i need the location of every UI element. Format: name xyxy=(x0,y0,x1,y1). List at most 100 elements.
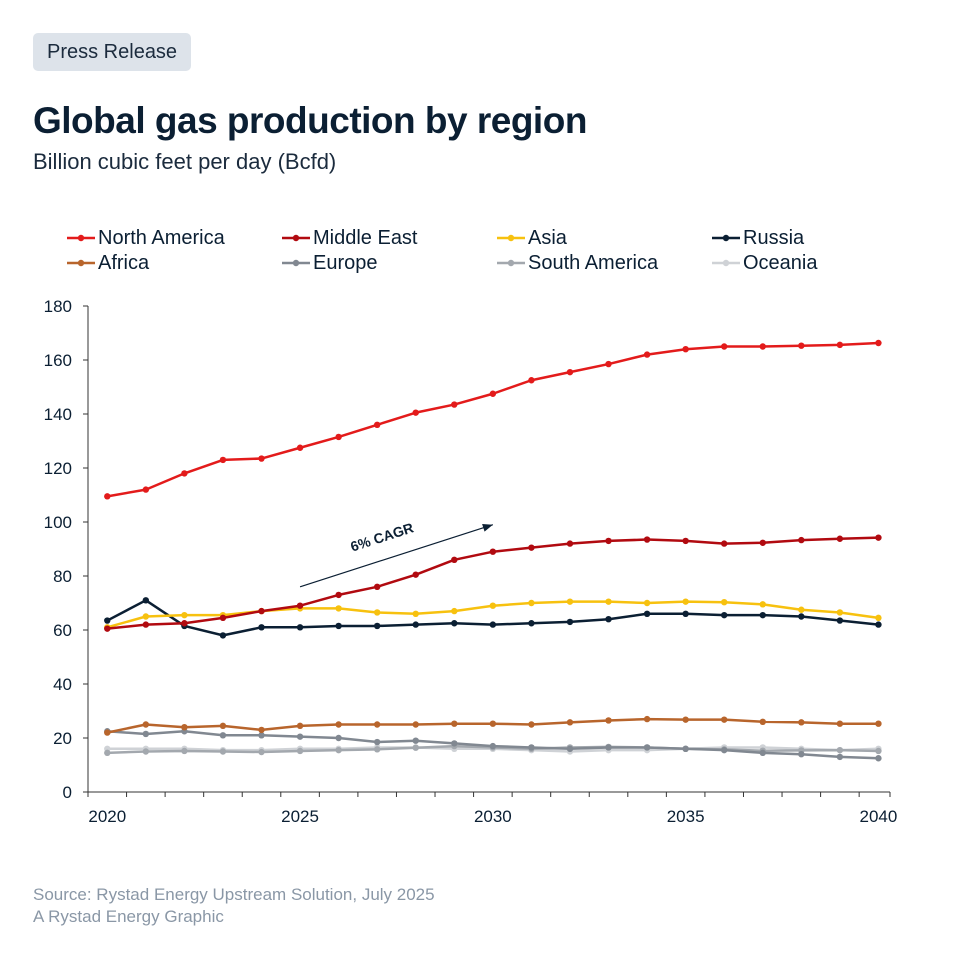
data-point-south-america xyxy=(836,746,844,754)
data-point-asia xyxy=(142,613,150,620)
data-point-north-america xyxy=(875,339,882,347)
data-point-africa xyxy=(643,715,651,723)
data-point-middle-east xyxy=(566,540,574,547)
cagr-arrow-line xyxy=(299,524,494,588)
data-point-asia xyxy=(528,599,535,607)
data-point-africa xyxy=(682,716,689,723)
data-point-europe xyxy=(142,730,150,738)
data-point-europe xyxy=(643,744,651,751)
chart-subtitle: Billion cubic feet per day (Bcfd) xyxy=(33,149,337,174)
legend-item-africa: Africa xyxy=(66,252,281,274)
legend-swatch-africa xyxy=(67,259,95,267)
data-point-europe xyxy=(296,733,304,740)
legend-label: South America xyxy=(528,251,659,274)
cagr-annotation: 6% CAGR xyxy=(348,519,415,554)
data-point-asia xyxy=(759,601,766,608)
y-tick-label: 0 xyxy=(63,783,72,802)
data-point-north-america xyxy=(528,377,535,384)
data-point-middle-east xyxy=(181,620,188,627)
data-point-north-america xyxy=(181,470,188,477)
legend-swatch-middle-east xyxy=(282,234,310,242)
data-point-south-america xyxy=(104,749,111,757)
legend-swatch-north-america xyxy=(67,234,95,242)
data-point-russia xyxy=(836,617,844,624)
data-point-asia xyxy=(682,598,689,605)
data-point-africa xyxy=(605,717,612,724)
data-point-africa xyxy=(566,719,574,726)
data-point-asia xyxy=(489,602,497,609)
data-point-europe xyxy=(682,745,689,752)
y-tick-label: 140 xyxy=(44,405,72,424)
data-point-middle-east xyxy=(104,625,111,632)
data-point-africa xyxy=(412,721,419,728)
data-point-asia xyxy=(836,609,844,616)
legend-label: Asia xyxy=(528,226,567,249)
data-point-russia xyxy=(489,621,497,628)
data-point-europe xyxy=(219,732,227,739)
data-point-south-america xyxy=(373,746,381,753)
data-point-europe xyxy=(875,755,882,762)
data-point-europe xyxy=(373,738,381,746)
data-point-russia xyxy=(605,616,612,623)
data-point-africa xyxy=(451,720,458,727)
data-point-south-america xyxy=(142,748,150,755)
legend-item-oceania: Oceania xyxy=(711,252,926,274)
source-note: Source: Rystad Energy Upstream Solution,… xyxy=(33,884,435,928)
legend-swatch-russia xyxy=(712,234,740,242)
data-point-middle-east xyxy=(142,621,150,628)
data-point-middle-east xyxy=(412,571,419,578)
data-point-russia xyxy=(373,622,381,630)
data-point-asia xyxy=(373,609,381,616)
data-point-russia xyxy=(104,617,111,624)
legend-label: North America xyxy=(98,226,225,249)
data-point-north-america xyxy=(451,401,458,408)
data-point-asia xyxy=(451,607,458,615)
legend-swatch-europe xyxy=(282,259,310,267)
data-point-middle-east xyxy=(836,535,844,542)
data-point-middle-east xyxy=(258,607,265,615)
data-point-africa xyxy=(759,718,766,725)
legend-item-russia: Russia xyxy=(711,227,926,249)
data-point-africa xyxy=(335,721,342,728)
credit-line: A Rystad Energy Graphic xyxy=(33,907,224,926)
x-tick-label: 2040 xyxy=(860,807,898,826)
data-point-middle-east xyxy=(605,537,612,545)
data-point-south-america xyxy=(335,746,342,754)
data-point-africa xyxy=(219,722,227,730)
data-point-russia xyxy=(451,620,458,627)
data-point-asia xyxy=(181,611,188,619)
data-point-north-america xyxy=(798,342,805,349)
data-point-south-america xyxy=(875,747,882,755)
data-point-north-america xyxy=(142,486,150,493)
data-point-africa xyxy=(489,720,497,727)
data-point-africa xyxy=(373,721,381,728)
data-point-middle-east xyxy=(682,537,689,545)
data-point-north-america xyxy=(104,493,111,500)
data-point-asia xyxy=(875,614,882,622)
data-point-south-america xyxy=(412,744,419,751)
data-point-north-america xyxy=(219,456,227,464)
legend-item-europe: Europe xyxy=(281,252,496,274)
data-point-middle-east xyxy=(721,540,728,547)
data-point-europe xyxy=(798,751,805,758)
data-point-africa xyxy=(798,719,805,726)
data-point-asia xyxy=(605,598,612,605)
data-point-asia xyxy=(335,605,342,612)
data-point-europe xyxy=(451,740,458,747)
data-point-north-america xyxy=(335,433,342,441)
data-point-middle-east xyxy=(296,602,304,609)
data-point-africa xyxy=(721,716,728,723)
y-tick-label: 160 xyxy=(44,351,72,370)
data-point-russia xyxy=(412,621,419,628)
data-point-asia xyxy=(798,606,805,613)
data-point-europe xyxy=(258,732,265,739)
legend-swatch-oceania xyxy=(712,259,740,267)
data-point-asia xyxy=(412,610,419,617)
data-point-north-america xyxy=(258,455,265,462)
data-point-europe xyxy=(412,737,419,744)
data-point-europe xyxy=(566,745,574,752)
legend-item-middle-east: Middle East xyxy=(281,227,496,249)
data-point-middle-east xyxy=(643,536,651,543)
legend-swatch-south-america xyxy=(497,259,525,267)
chart-legend: North America Middle East Asia Russia Africa… xyxy=(66,227,926,274)
